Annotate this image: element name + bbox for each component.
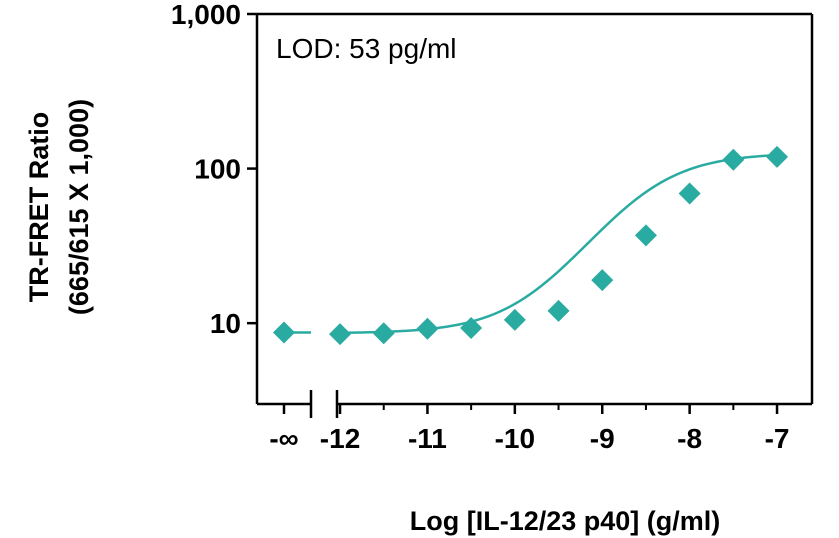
data-point-marker — [766, 145, 789, 168]
x-tick-label: -∞ — [269, 423, 298, 454]
y-axis-title-line-1: TR-FRET Ratio — [24, 112, 54, 302]
data-point-marker — [460, 317, 483, 340]
y-tick-label: 10 — [210, 308, 241, 339]
data-point-marker — [503, 308, 526, 331]
x-tick-label: -7 — [765, 423, 790, 454]
x-tick-label: -12 — [320, 423, 360, 454]
x-tick-label: -10 — [495, 423, 535, 454]
x-tick-label: -9 — [590, 423, 615, 454]
x-axis-title: Log [IL-12/23 p40] (g/ml) — [410, 506, 721, 536]
x-tick-label: -11 — [408, 423, 447, 454]
data-point-marker — [547, 299, 570, 322]
data-point-marker — [678, 182, 701, 205]
data-point-marker — [634, 224, 657, 247]
lod-annotation: LOD: 53 pg/ml — [276, 33, 457, 64]
y-axis-title-line-2: (665/615 X 1,000) — [64, 99, 94, 315]
data-point-marker — [372, 322, 395, 345]
data-point-marker — [416, 317, 439, 340]
y-tick-label: 1,000 — [171, 0, 241, 30]
x-tick-label: -8 — [677, 423, 702, 454]
data-point-marker — [722, 148, 745, 171]
y-tick-label: 100 — [194, 154, 241, 185]
data-point-marker — [591, 269, 614, 292]
fitted-curve — [340, 153, 778, 335]
data-point-marker — [273, 321, 295, 344]
data-point-marker — [329, 323, 352, 346]
